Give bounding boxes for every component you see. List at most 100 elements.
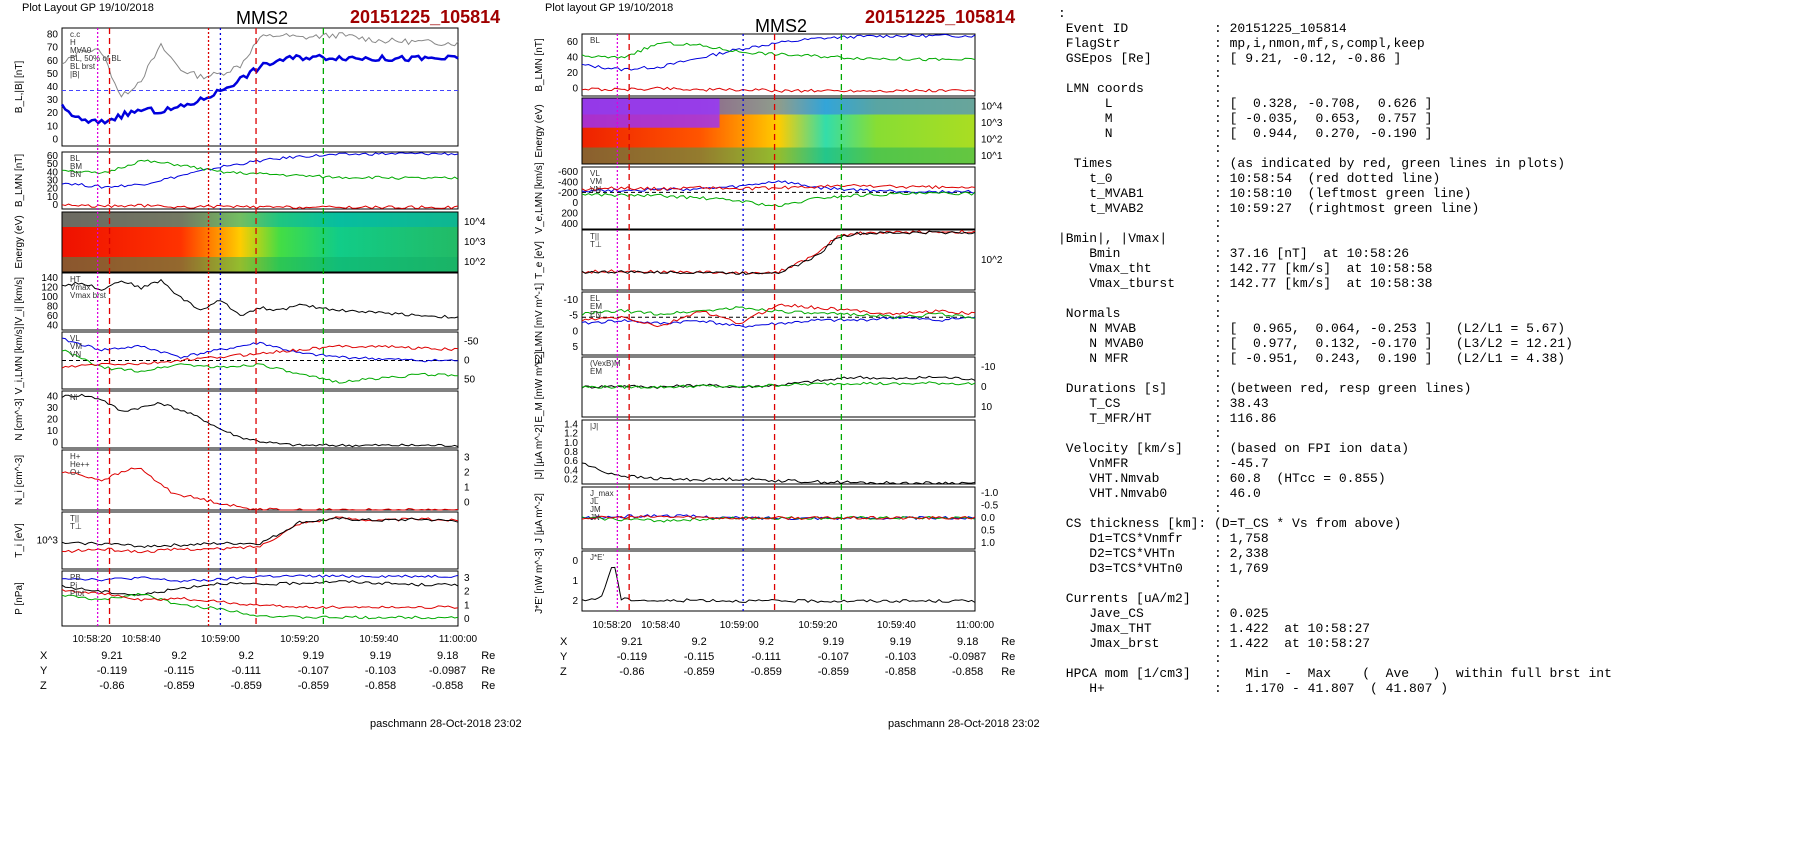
right-4-series-0 xyxy=(581,229,976,275)
right-1-ytick-2: 40 xyxy=(567,52,579,63)
right-2-panel: Energy (eV) 10^1 10^2 10^3 10^4 xyxy=(534,97,1003,165)
left-1-frame xyxy=(61,27,459,147)
left-7-series-0 xyxy=(61,467,459,511)
right-coord-table: X 9.21 9.2 9.2 9.19 9.19 9.18 Re Y -0.119 -0.115 -0… xyxy=(560,636,1030,681)
left-3-ytick-0: 10^2 xyxy=(464,257,486,268)
left-time-tick-2: 10:59:00 xyxy=(201,634,240,645)
right-coord-value: -0.111 xyxy=(751,651,781,663)
right-event-id: 20151225_105814 xyxy=(865,7,1016,27)
right-coord-axis-label: Y xyxy=(560,651,568,663)
right-coord-value: -0.103 xyxy=(884,651,917,663)
left-6-frame xyxy=(61,390,459,449)
right-1-frame xyxy=(581,33,976,97)
left-9-legend-1: Pi xyxy=(70,581,77,590)
left-8-series-1 xyxy=(61,517,459,549)
right-1-legend-0: BL xyxy=(590,36,600,45)
left-9-ytick-3: 3 xyxy=(464,573,470,584)
right-9-frame xyxy=(581,550,976,612)
right-8-ytick-4: -1.0 xyxy=(981,488,999,499)
right-7-panel: |J| [μA m^-2] 0.20.40.60.81.01.21.4 |J| xyxy=(534,419,976,485)
left-coord-value: -0.119 xyxy=(96,665,128,677)
left-1-legend-4: BL brst xyxy=(70,62,96,71)
left-time-tick-5: 11:00:00 xyxy=(439,634,478,645)
right-coord-value: 9.18 xyxy=(956,636,979,648)
right-4-legend-0: T|| xyxy=(590,232,599,241)
right-spacecraft-label: MMS2 xyxy=(755,16,808,36)
right-4-ytick-0: 10^2 xyxy=(981,255,1003,266)
left-2-ytick-2: 20 xyxy=(47,184,59,195)
right-2-ytick-3: 10^4 xyxy=(981,101,1003,112)
right-8-legend-0: J_max xyxy=(590,489,614,498)
right-time-tick-4: 10:59:40 xyxy=(877,620,916,631)
left-coord-value: 9.2 xyxy=(171,650,187,662)
right-time-tick-0: 10:58:20 xyxy=(593,620,632,631)
left-1-panel: B_L,|B| [nT] 0 10 20 30 40 50 60 70 80 c.cHMVA0BL,… xyxy=(14,27,459,147)
right-2-ylabel: Energy (eV) xyxy=(534,104,545,157)
left-8-panel: T_i [eV] 10^3 T||T⊥ xyxy=(14,511,459,570)
left-9-ytick-1: 1 xyxy=(464,600,470,611)
left-6-ytick-3: 30 xyxy=(47,403,59,414)
left-4-ytick-3: 100 xyxy=(41,292,58,303)
left-2-legend-0: BL xyxy=(70,154,80,163)
right-5-series-1 xyxy=(581,306,976,319)
right-3-ytick-3: -200 xyxy=(558,188,578,199)
right-5-ylabel: E_LMN [mV m^-1] xyxy=(534,283,545,365)
right-9-panel: J*E' [nW m^-3] 2 1 0 J*E' xyxy=(534,548,976,614)
left-6-ytick-2: 20 xyxy=(47,415,59,426)
right-coord-value: 9.19 xyxy=(889,636,912,648)
left-time-tick-0: 10:58:20 xyxy=(73,634,112,645)
right-2-frame xyxy=(581,97,976,165)
left-coord-row-z: Z -0.86 -0.859 -0.859 -0.859 -0.858 -0.858 Re xyxy=(40,680,510,695)
right-5-ytick-3: -10 xyxy=(564,295,579,306)
right-coord-axis-label: X xyxy=(560,636,568,648)
right-4-ylabel: T_e [eV] xyxy=(534,241,545,279)
left-3-panel: Energy (eV) 10^2 10^3 10^4 xyxy=(14,211,486,273)
left-7-ylabel: N_i [cm^-3] xyxy=(14,455,25,505)
right-coord-value: 9.2 xyxy=(691,636,707,648)
left-9-legend-2: Ptot xyxy=(70,589,85,598)
right-6-panel: E_M [mW m^-2] 10 0 -10 (VexB)MEM xyxy=(534,351,996,423)
right-coord-value: -0.859 xyxy=(750,666,782,678)
right-coord-unit: Re xyxy=(1001,636,1016,648)
right-3-ytick-5: -600 xyxy=(558,167,578,178)
left-2-frame xyxy=(61,151,459,210)
left-5-series-0 xyxy=(61,337,458,363)
right-plot-layout-label: Plot layout GP 19/10/2018 xyxy=(545,2,674,14)
right-coord-value: 9.2 xyxy=(758,636,774,648)
right-coord-value: 9.19 xyxy=(822,636,845,648)
left-1-ytick-4: 40 xyxy=(47,82,59,93)
right-3-series-1 xyxy=(581,191,976,208)
left-9-legend-0: PB xyxy=(70,573,81,582)
left-4-frame xyxy=(61,272,459,331)
left-7-legend-1: He++ xyxy=(70,460,90,469)
right-8-ytick-1: 0.5 xyxy=(981,525,995,536)
right-3-frame xyxy=(581,166,976,230)
right-7-ytick-2: 0.6 xyxy=(564,456,578,467)
right-coord-value: -0.119 xyxy=(616,651,648,663)
left-1-ytick-3: 30 xyxy=(47,95,59,106)
left-coord-axis-label: Y xyxy=(40,665,48,677)
right-3-ytick-1: 200 xyxy=(561,209,578,220)
right-2-band-low xyxy=(582,147,975,164)
left-coord-value: -0.859 xyxy=(230,680,262,692)
right-8-legend-2: JM xyxy=(590,505,601,514)
left-3-ytick-1: 10^3 xyxy=(464,237,486,248)
right-coord-value: -0.0987 xyxy=(948,651,987,663)
left-7-legend-2: O+ xyxy=(70,468,81,477)
right-4-frame xyxy=(581,229,976,291)
right-coord-value: 9.21 xyxy=(621,636,643,648)
right-3-series-0 xyxy=(582,180,976,194)
left-2-ylabel: B_LMN [nT] xyxy=(14,154,25,208)
right-5-legend-0: EL xyxy=(590,294,600,303)
left-9-ytick-2: 2 xyxy=(464,587,470,598)
left-7-ytick-0: 0 xyxy=(464,498,470,509)
left-8-ytick-0: 10^3 xyxy=(37,536,59,547)
right-coord-value: -0.858 xyxy=(952,666,984,678)
left-9-series-2 xyxy=(61,592,459,620)
right-8-legend-1: JL xyxy=(590,497,599,506)
left-coord-axis-label: Z xyxy=(40,680,47,692)
left-1-ylabel: B_L,|B| [nT] xyxy=(14,61,25,114)
